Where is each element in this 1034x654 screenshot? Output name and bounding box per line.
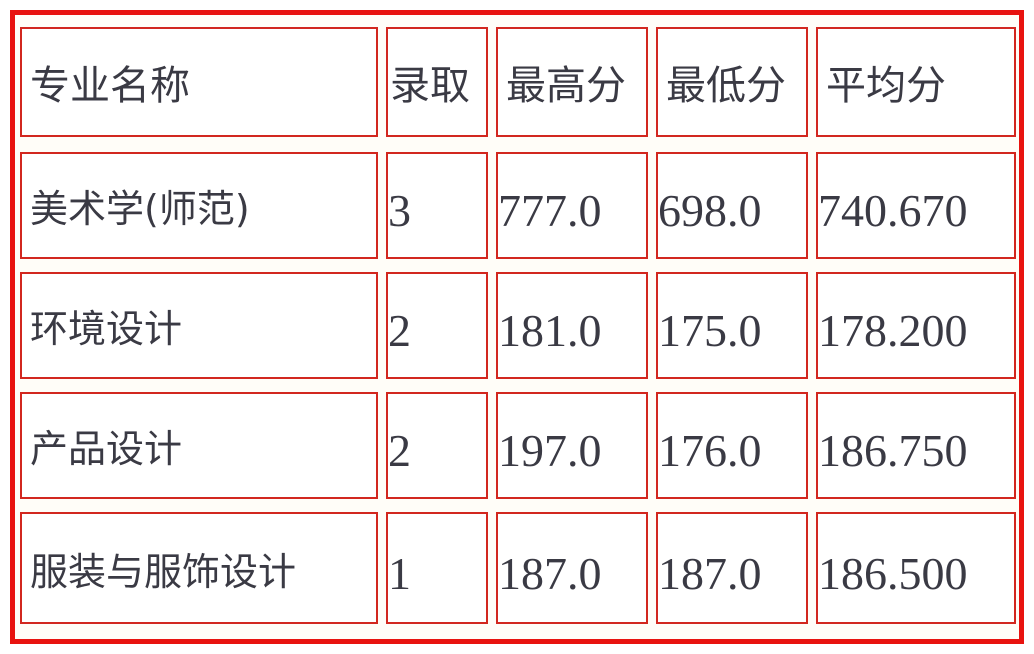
cell-major-name: 服装与服饰设计 [20, 512, 378, 624]
cell-major-name: 产品设计 [20, 392, 378, 499]
header-max-score: 最高分 [496, 27, 648, 137]
cell-max-score: 181.0 [496, 272, 648, 379]
cell-avg-score: 178.200 [816, 272, 1016, 379]
cell-admitted: 2 [386, 272, 488, 379]
header-admitted: 录取 [386, 27, 488, 137]
cell-min-score: 698.0 [656, 152, 808, 259]
cell-min-score: 175.0 [656, 272, 808, 379]
cell-avg-score: 186.750 [816, 392, 1016, 499]
cell-max-score: 187.0 [496, 512, 648, 624]
header-min-score: 最低分 [656, 27, 808, 137]
cell-avg-score: 740.670 [816, 152, 1016, 259]
cell-max-score: 777.0 [496, 152, 648, 259]
cell-admitted: 1 [386, 512, 488, 624]
cell-major-name: 环境设计 [20, 272, 378, 379]
cell-min-score: 187.0 [656, 512, 808, 624]
cell-admitted: 2 [386, 392, 488, 499]
cell-admitted: 3 [386, 152, 488, 259]
cell-max-score: 197.0 [496, 392, 648, 499]
cell-min-score: 176.0 [656, 392, 808, 499]
cell-avg-score: 186.500 [816, 512, 1016, 624]
header-major-name: 专业名称 [20, 27, 378, 137]
header-avg-score: 平均分 [816, 27, 1016, 137]
cell-major-name: 美术学(师范) [20, 152, 378, 259]
